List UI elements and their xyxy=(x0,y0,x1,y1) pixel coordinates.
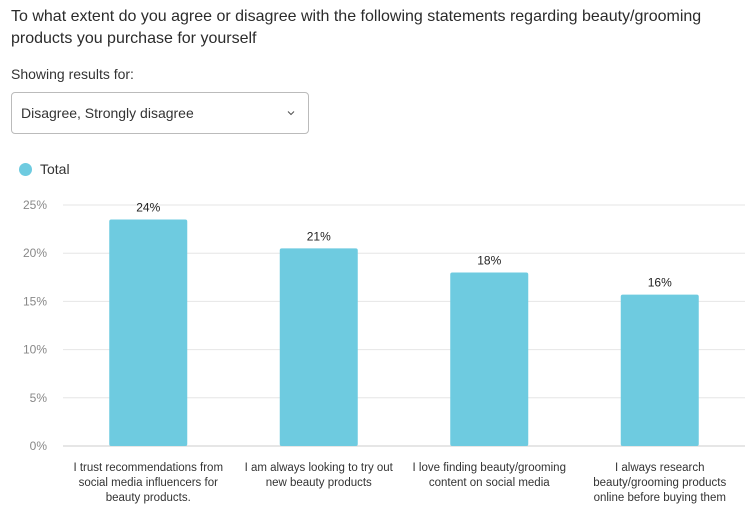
bar-chart: 0% 5% 10% 15% 20% 25% 24% 21% 18% 16% xyxy=(23,198,745,453)
legend-label: Total xyxy=(40,161,70,177)
y-tick-label: 5% xyxy=(30,391,48,405)
y-tick-label: 0% xyxy=(30,439,48,453)
legend-dot xyxy=(19,162,32,176)
y-tick-label: 20% xyxy=(23,246,47,260)
x-tick-label: I love finding beauty/grooming content o… xyxy=(412,462,566,489)
bar[interactable] xyxy=(450,272,529,446)
legend-item-total[interactable]: Total xyxy=(19,161,70,177)
question-title: To what extent do you agree or disagree … xyxy=(11,8,702,47)
data-label: 16% xyxy=(648,276,672,290)
y-tick-label: 15% xyxy=(23,294,47,308)
x-tick-label: I am always looking to try out new beaut… xyxy=(244,462,393,489)
bar[interactable] xyxy=(620,294,699,446)
bar[interactable] xyxy=(279,248,358,446)
x-tick-label: I always research beauty/grooming produc… xyxy=(593,462,727,504)
data-label: 21% xyxy=(307,229,331,243)
y-tick-label: 10% xyxy=(23,343,47,357)
data-label: 24% xyxy=(136,200,160,214)
y-tick-label: 25% xyxy=(23,198,47,212)
filter-dropdown[interactable]: Disagree, Strongly disagree xyxy=(11,92,309,134)
chevron-down-icon xyxy=(287,111,295,116)
data-label: 18% xyxy=(477,253,501,267)
filter-selected-value: Disagree, Strongly disagree xyxy=(21,105,194,121)
filter-label: Showing results for: xyxy=(11,66,134,82)
bar[interactable] xyxy=(109,219,188,446)
x-tick-label: I trust recommendations from social medi… xyxy=(73,462,224,504)
